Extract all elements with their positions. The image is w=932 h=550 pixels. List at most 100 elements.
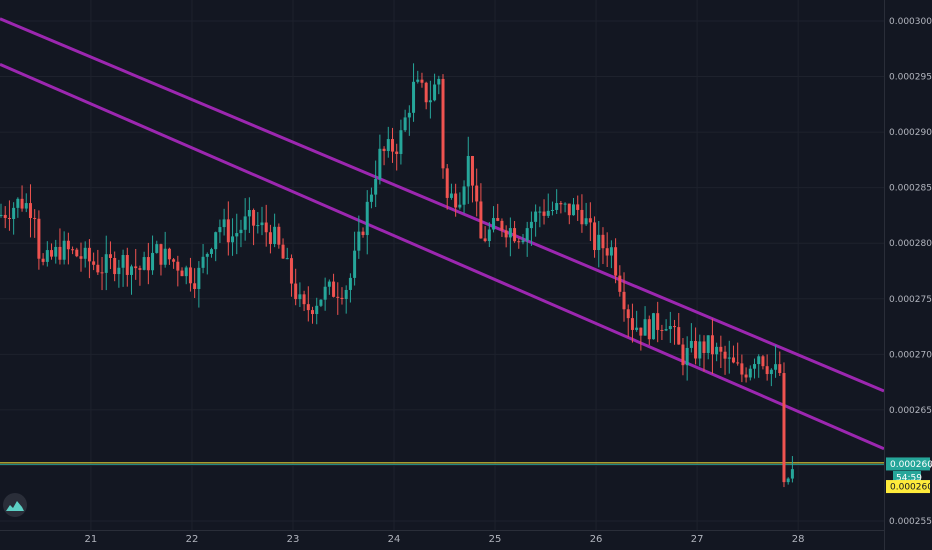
time-tick-label: 28 xyxy=(792,534,805,545)
candle-body xyxy=(727,357,731,359)
candle-body xyxy=(256,225,260,227)
candle-body xyxy=(681,344,685,366)
candle-body xyxy=(0,214,3,216)
candle-body xyxy=(71,249,75,251)
candle-body xyxy=(588,218,592,223)
price-tick-label: 0.00027500 xyxy=(889,295,932,305)
price-tick-label: 0.00025500 xyxy=(889,517,932,527)
candle-body xyxy=(479,201,483,239)
candle-body xyxy=(622,291,626,310)
candle-body xyxy=(723,351,727,359)
candle-body xyxy=(702,341,706,353)
candle-body xyxy=(28,203,32,219)
candle-body xyxy=(167,248,171,260)
candle-body xyxy=(268,232,272,245)
candle-body xyxy=(369,194,373,202)
candle-body xyxy=(778,364,782,374)
candle-body xyxy=(500,220,504,231)
candle-body xyxy=(390,139,394,152)
tradingview-logo-icon[interactable] xyxy=(3,493,27,517)
candle-body xyxy=(235,233,239,237)
candle-body xyxy=(218,227,222,233)
candle-body xyxy=(786,478,790,483)
candle-body xyxy=(273,226,277,245)
candle-body xyxy=(748,368,752,378)
time-tick-label: 21 xyxy=(85,534,98,545)
candle-body xyxy=(677,327,681,345)
candle-body xyxy=(454,193,458,208)
candle-body xyxy=(134,266,138,269)
time-tick-label: 22 xyxy=(186,534,199,545)
candle-body xyxy=(593,222,597,251)
candle-body xyxy=(214,232,218,250)
candle-body xyxy=(188,267,192,284)
channel-line-lower[interactable] xyxy=(0,62,885,451)
candle-body xyxy=(277,226,281,245)
candle-body xyxy=(656,313,660,330)
candle-body xyxy=(378,148,382,179)
candle-body xyxy=(340,297,344,299)
candle-body xyxy=(597,234,601,251)
candle-body xyxy=(525,228,529,241)
candle-body xyxy=(441,78,445,169)
candle-body xyxy=(769,369,773,375)
candle-body xyxy=(289,258,293,284)
candle-body xyxy=(740,363,744,375)
candle-body xyxy=(365,201,369,236)
candle-body xyxy=(546,210,550,216)
candle-body xyxy=(104,254,108,273)
candle-body xyxy=(542,211,546,216)
candle-body xyxy=(361,231,365,236)
candle-body xyxy=(357,231,361,251)
candle-body xyxy=(83,247,87,259)
candle-body xyxy=(614,247,618,276)
trend-channel-lines[interactable] xyxy=(0,17,885,451)
chart-grid xyxy=(0,0,884,530)
candle-body xyxy=(774,364,778,370)
candle-body xyxy=(222,219,226,228)
candle-body xyxy=(386,139,390,152)
candle-body xyxy=(306,304,310,311)
candle-body xyxy=(16,198,20,208)
price-tick-label: 0.00026500 xyxy=(889,406,932,416)
candle-body xyxy=(403,117,407,131)
price-tick-label: 0.00029500 xyxy=(889,73,932,83)
candle-body xyxy=(294,283,298,300)
candle-body xyxy=(24,203,28,209)
candle-body xyxy=(87,247,91,262)
candle-body xyxy=(580,209,584,225)
candle-body xyxy=(513,228,517,242)
candle-body xyxy=(353,250,357,278)
candle-body xyxy=(327,281,331,287)
candle-body xyxy=(689,340,693,348)
candle-body xyxy=(311,310,315,315)
channel-line-upper[interactable] xyxy=(0,17,885,393)
candle-body xyxy=(231,236,235,243)
candle-body xyxy=(184,267,188,277)
candle-body xyxy=(336,296,340,298)
candle-body xyxy=(395,151,399,154)
candle-body xyxy=(416,79,420,82)
candle-body xyxy=(226,219,230,243)
candle-body xyxy=(529,221,533,229)
price-tick-label: 0.00029000 xyxy=(889,128,932,138)
candle-body xyxy=(163,248,167,265)
candle-body xyxy=(50,250,54,257)
candle-body xyxy=(247,210,251,217)
candle-body xyxy=(420,79,424,83)
candle-body xyxy=(761,356,765,367)
candle-body xyxy=(433,84,437,101)
candle-body xyxy=(521,240,525,243)
time-tick-label: 27 xyxy=(691,534,704,545)
candle-body xyxy=(201,256,205,268)
candle-body xyxy=(618,275,622,292)
time-axis[interactable]: 21 22 23 24 25 26 27 28 xyxy=(0,530,884,546)
candle-body xyxy=(3,214,7,218)
candle-body xyxy=(374,178,378,195)
candle-body xyxy=(33,218,37,220)
candle-body xyxy=(20,198,24,209)
candle-body xyxy=(125,255,129,275)
candle-body xyxy=(639,327,643,336)
candle-body xyxy=(332,281,336,297)
